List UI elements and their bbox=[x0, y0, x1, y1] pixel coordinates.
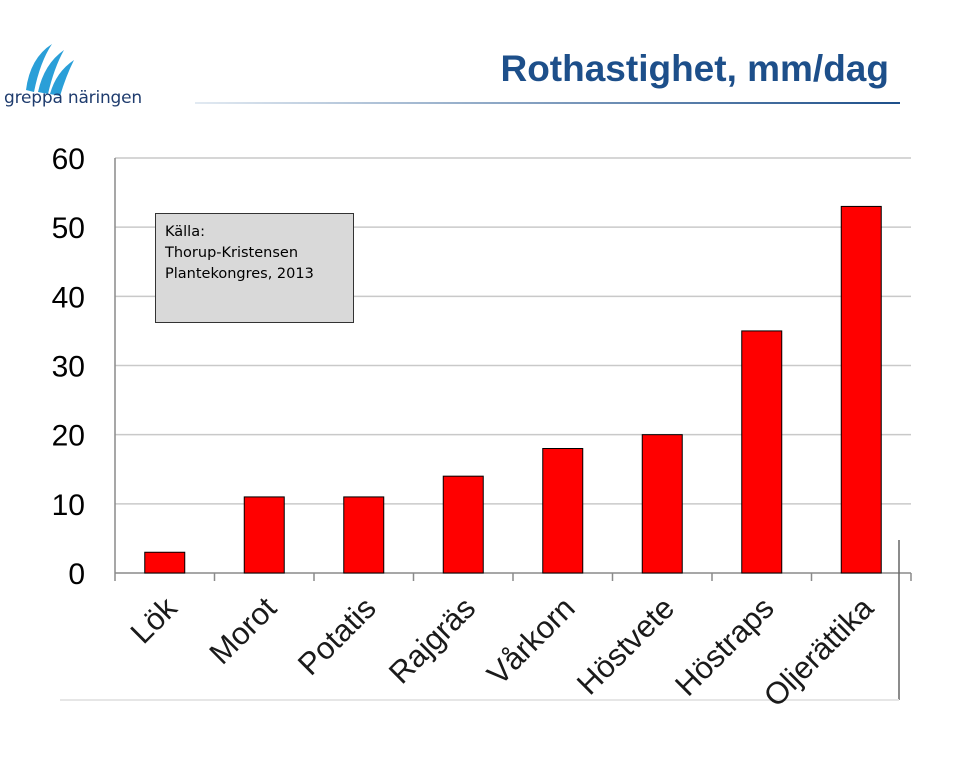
y-tick-label: 0 bbox=[68, 558, 85, 591]
y-tick-label: 60 bbox=[52, 143, 85, 176]
source-line: Thorup-Kristensen bbox=[165, 245, 299, 261]
y-tick-label: 50 bbox=[52, 212, 85, 245]
y-tick-label: 30 bbox=[52, 351, 85, 384]
bar bbox=[840, 205, 882, 574]
chart-title: Rothastighet, mm/dag bbox=[500, 48, 889, 89]
greppa-naringen-logo-icon bbox=[26, 44, 74, 96]
source-line: Källa: bbox=[165, 224, 205, 240]
y-tick-label: 10 bbox=[52, 489, 85, 522]
bar bbox=[343, 496, 385, 574]
x-tick-label: Lök bbox=[124, 590, 184, 650]
bar bbox=[243, 496, 285, 574]
y-tick-label: 20 bbox=[52, 420, 85, 453]
x-tick-label: Vårkorn bbox=[480, 590, 582, 692]
x-tick-label: Höstvete bbox=[570, 590, 681, 701]
bar bbox=[641, 434, 683, 574]
source-line: Plantekongres, 2013 bbox=[165, 266, 314, 282]
source-note: Källa: Thorup-Kristensen Plantekongres, … bbox=[155, 213, 354, 323]
bar bbox=[542, 448, 584, 574]
bar bbox=[144, 551, 186, 574]
x-tick-label: Rajgräs bbox=[382, 590, 482, 690]
x-tick-label: Potatis bbox=[291, 590, 383, 682]
x-tick-label: Morot bbox=[202, 590, 283, 671]
bar bbox=[741, 330, 783, 574]
y-tick-label: 40 bbox=[52, 281, 85, 314]
x-tick-label: Oljerättika bbox=[757, 590, 881, 714]
bar bbox=[442, 475, 484, 574]
title-underline bbox=[195, 102, 900, 104]
logo-text: greppa näringen bbox=[4, 88, 142, 108]
